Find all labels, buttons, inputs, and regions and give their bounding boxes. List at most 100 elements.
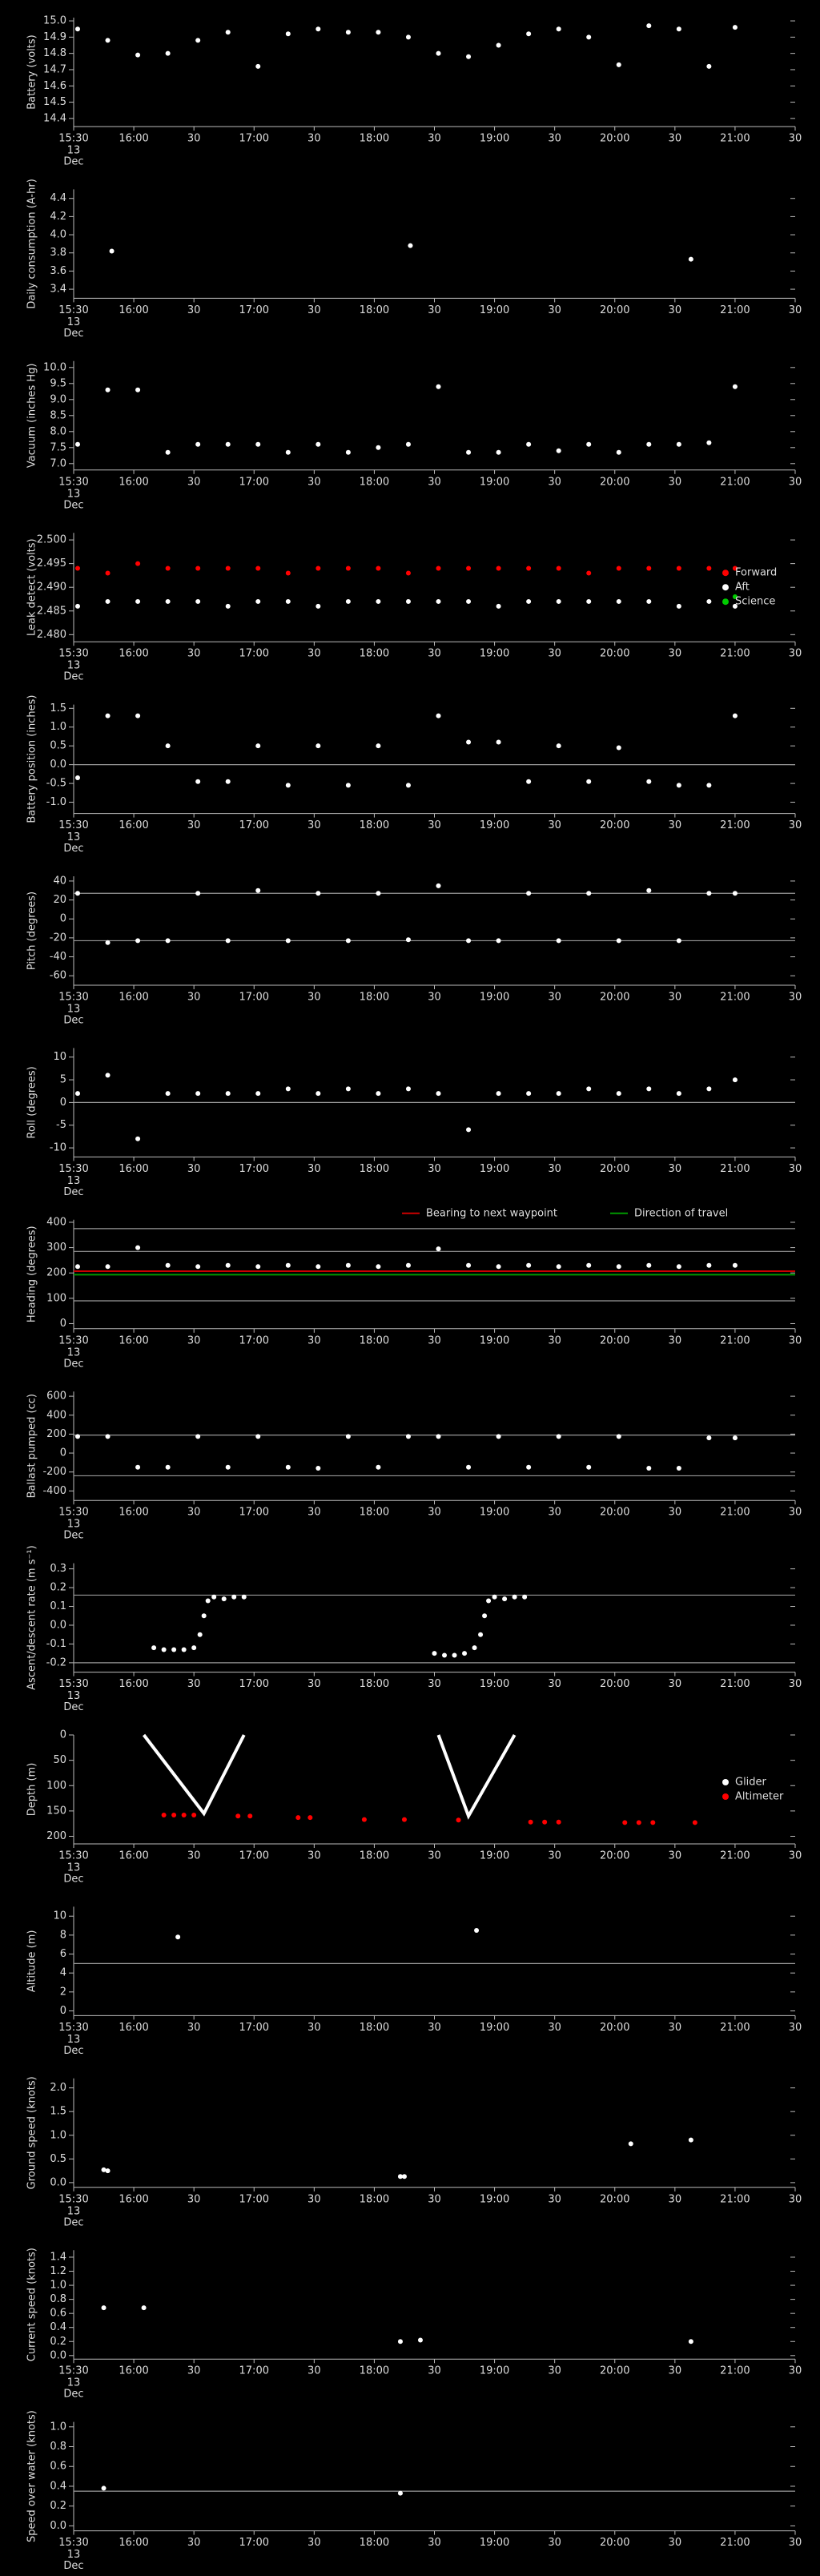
- x-tick-label: 30: [308, 476, 321, 488]
- data-point: [181, 1812, 187, 1817]
- data-point: [105, 1073, 111, 1078]
- y-tick-label: 2: [60, 1986, 66, 1998]
- x-tick-label: 15:30: [58, 992, 88, 1004]
- x-tick-label: 21:00: [720, 648, 750, 660]
- data-point: [676, 1091, 681, 1097]
- y-tick-label: 8.5: [50, 409, 66, 421]
- data-point: [646, 1465, 652, 1471]
- data-point: [316, 26, 321, 32]
- x-date-label: Dec: [63, 671, 83, 683]
- x-tick-label: 19:00: [480, 1507, 509, 1519]
- data-point: [105, 598, 111, 604]
- data-point: [295, 1815, 301, 1821]
- data-point: [101, 2167, 107, 2172]
- data-point: [408, 243, 413, 248]
- data-point: [105, 1264, 111, 1270]
- x-tick-label: 18:00: [360, 992, 389, 1004]
- data-point: [676, 783, 681, 788]
- y-tick-label: -60: [50, 970, 66, 982]
- y-tick-label: 100: [46, 1780, 66, 1792]
- y-tick-label: 2.500: [37, 534, 66, 546]
- x-date-label: 13: [67, 316, 81, 328]
- x-tick-label: 30: [789, 1678, 802, 1690]
- data-point: [135, 938, 141, 944]
- y-tick-label: 200: [46, 1267, 66, 1279]
- x-tick-label: 15:30: [58, 1507, 88, 1519]
- y-tick-label: 2.480: [37, 629, 66, 641]
- x-tick-label: 17:00: [239, 304, 269, 316]
- y-tick-label: 14.5: [43, 96, 66, 108]
- x-tick-label: 17:00: [239, 2193, 269, 2205]
- data-point: [586, 891, 592, 896]
- data-point: [436, 1246, 441, 1252]
- x-tick-label: 30: [789, 133, 802, 145]
- data-point: [135, 598, 141, 604]
- data-point: [586, 1262, 592, 1268]
- data-point: [732, 603, 738, 609]
- x-tick-label: 30: [548, 1678, 561, 1690]
- y-tick-label: 20: [53, 894, 66, 906]
- x-tick-label: 30: [669, 1507, 682, 1519]
- y-tick-label: 0.1: [50, 1600, 66, 1612]
- y-tick-label: -0.2: [46, 1656, 66, 1668]
- data-point: [417, 2337, 423, 2343]
- x-date-label: 13: [67, 1690, 81, 1702]
- data-point: [526, 1091, 532, 1097]
- data-point: [496, 449, 501, 455]
- y-axis-label: Depth (m): [26, 1763, 38, 1817]
- data-point: [650, 1820, 656, 1825]
- x-tick-label: 17:00: [239, 1507, 269, 1519]
- data-point: [135, 52, 141, 58]
- y-axis-label: Speed over water (knots): [26, 2410, 38, 2542]
- data-point: [436, 384, 441, 389]
- y-tick-label: 300: [46, 1242, 66, 1254]
- x-tick-label: 30: [428, 2193, 441, 2205]
- data-point: [345, 783, 351, 788]
- data-point: [586, 441, 592, 447]
- data-point: [676, 26, 681, 32]
- data-point: [316, 743, 321, 749]
- x-date-label: 13: [67, 1519, 81, 1531]
- y-axis-label: Daily consumption (A-hr): [26, 179, 38, 308]
- data-point: [466, 566, 472, 571]
- data-point: [105, 940, 111, 945]
- x-tick-label: 20:00: [600, 476, 629, 488]
- x-tick-label: 30: [789, 1334, 802, 1346]
- y-tick-label: 0: [60, 1447, 66, 1459]
- x-tick-label: 30: [187, 1163, 201, 1175]
- x-tick-label: 30: [669, 476, 682, 488]
- x-tick-label: 30: [428, 1850, 441, 1862]
- x-tick-label: 30: [308, 133, 321, 145]
- data-point: [345, 1434, 351, 1439]
- data-point: [616, 1091, 621, 1097]
- x-tick-label: 19:00: [480, 819, 509, 831]
- data-point: [522, 1594, 528, 1600]
- x-tick-label: 15:30: [58, 819, 88, 831]
- x-tick-label: 18:00: [360, 304, 389, 316]
- data-point: [101, 2305, 107, 2311]
- x-tick-label: 30: [187, 2022, 201, 2034]
- legend-label: Direction of travel: [634, 1207, 728, 1219]
- y-tick-label: 2.495: [37, 557, 66, 570]
- x-tick-label: 20:00: [600, 2193, 629, 2205]
- y-axis-label: Heading (degrees): [26, 1226, 38, 1322]
- x-tick-label: 30: [428, 476, 441, 488]
- x-tick-label: 16:00: [119, 992, 148, 1004]
- y-tick-label: 1.5: [50, 2106, 66, 2118]
- data-point: [165, 743, 171, 749]
- data-point: [442, 1652, 448, 1658]
- data-point: [646, 566, 652, 571]
- data-point: [732, 384, 738, 389]
- data-point: [316, 1465, 321, 1471]
- y-tick-label: 2.485: [37, 605, 66, 617]
- x-tick-label: 18:00: [360, 476, 389, 488]
- data-point: [135, 561, 141, 566]
- x-tick-label: 30: [789, 1850, 802, 1862]
- data-point: [706, 598, 712, 604]
- data-point: [688, 256, 693, 262]
- y-tick-label: 0: [60, 1097, 66, 1109]
- data-point: [225, 441, 231, 447]
- data-point: [436, 883, 441, 888]
- x-tick-label: 19:00: [480, 648, 509, 660]
- x-tick-label: 19:00: [480, 304, 509, 316]
